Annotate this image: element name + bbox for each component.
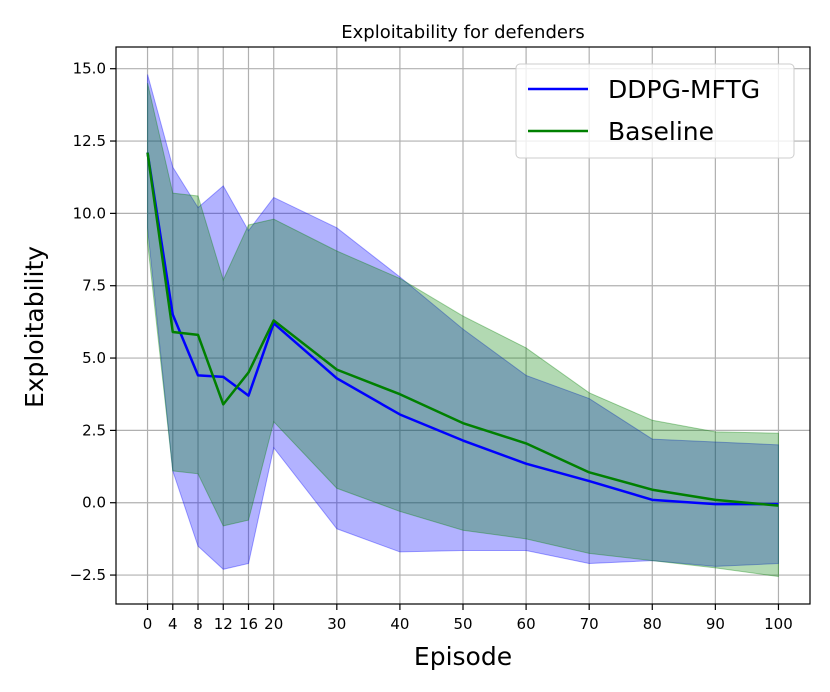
- legend: DDPG-MFTG Baseline: [515, 63, 795, 159]
- y-tick-label: 10.0: [73, 204, 106, 222]
- y-tick-label: 7.5: [82, 277, 106, 295]
- grid: [116, 47, 810, 604]
- x-axis-label: Episode: [414, 642, 512, 671]
- chart-title: Exploitability for defenders: [341, 22, 584, 43]
- legend-box: [515, 63, 795, 159]
- y-axis-label: Exploitability: [20, 246, 49, 408]
- band-ddpg-mftg: [147, 74, 779, 570]
- y-tick-label: 5.0: [82, 349, 106, 367]
- line-ddpg-mftg: [146, 152, 779, 506]
- x-tick-label: 20: [264, 615, 283, 633]
- y-tick-label: 2.5: [82, 421, 106, 439]
- x-tick-label: 40: [390, 615, 409, 633]
- band-baseline: [147, 83, 779, 578]
- x-tick-label: 4: [168, 615, 178, 633]
- y-tick-label: −2.5: [70, 566, 106, 584]
- confidence-bands: [147, 74, 779, 578]
- series-lines: [146, 152, 779, 507]
- x-tick-label: 0: [143, 615, 153, 633]
- x-tick-label: 60: [517, 615, 536, 633]
- x-tick-label: 80: [643, 615, 662, 633]
- x-tick-label: 12: [214, 615, 233, 633]
- x-tick-label: 70: [580, 615, 599, 633]
- x-tick-label: 100: [764, 615, 793, 633]
- x-tick-label: 50: [453, 615, 472, 633]
- x-tick-label: 8: [193, 615, 203, 633]
- x-tick-label: 30: [327, 615, 346, 633]
- y-tick-label: 0.0: [82, 494, 106, 512]
- axis-ticks: 0 4 8 12 16 20 30 40 50 60 70 80 90 100 −2.5 0.0 2.5 5.0 7…: [70, 60, 793, 633]
- line-baseline: [146, 152, 779, 507]
- x-tick-label: 90: [706, 615, 725, 633]
- y-tick-label: 12.5: [73, 132, 106, 150]
- legend-label-baseline: Baseline: [608, 117, 714, 146]
- x-tick-label: 16: [239, 615, 258, 633]
- legend-label-ddpg-mftg: DDPG-MFTG: [608, 75, 760, 104]
- y-tick-label: 15.0: [73, 60, 106, 78]
